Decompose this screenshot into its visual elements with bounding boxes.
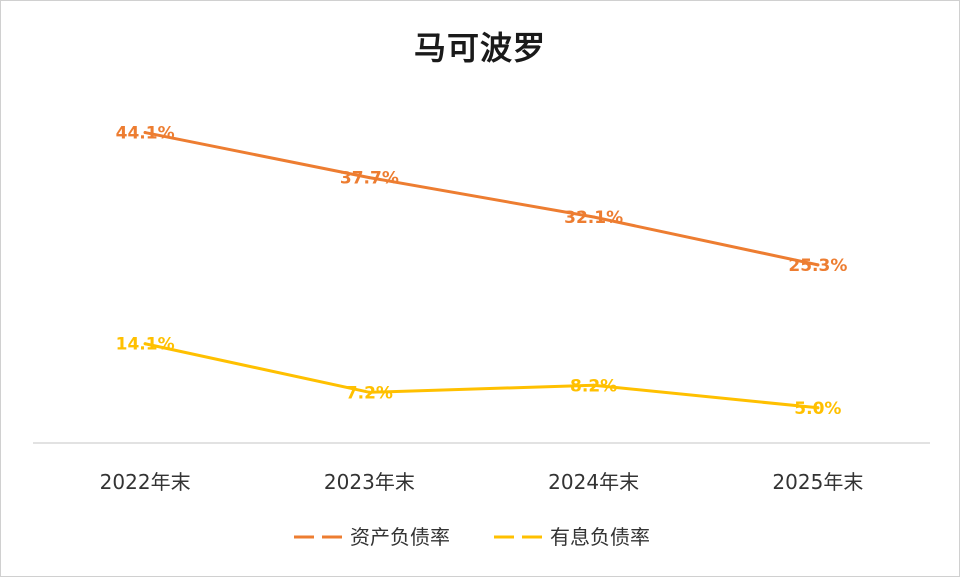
data-label: 44.1% [116, 124, 175, 144]
data-label: 7.2% [346, 383, 393, 403]
data-label: 14.1% [116, 335, 175, 355]
data-label: 8.2% [570, 376, 617, 396]
data-point [592, 383, 596, 387]
data-point [367, 176, 371, 180]
series-line-2 [143, 342, 820, 410]
x-tick-label: 2024年末 [548, 470, 639, 494]
legend-label: 有息负债率 [550, 525, 650, 549]
x-tick-label: 2023年末 [324, 470, 415, 494]
data-point [367, 390, 371, 394]
data-point [143, 342, 147, 346]
data-label: 5.0% [794, 399, 841, 419]
data-label: 25.3% [788, 256, 847, 276]
legend-label: 资产负债率 [350, 525, 450, 549]
x-tick-label: 2022年末 [100, 470, 191, 494]
data-label: 32.1% [564, 208, 623, 228]
series-line-1 [143, 131, 820, 267]
x-tick-label: 2025年末 [772, 470, 863, 494]
data-point [592, 215, 596, 219]
data-point [143, 131, 147, 135]
chart-title: 马可波罗 [413, 29, 546, 67]
data-label: 37.7% [340, 169, 399, 189]
data-point [816, 406, 820, 410]
data-point [816, 263, 820, 267]
